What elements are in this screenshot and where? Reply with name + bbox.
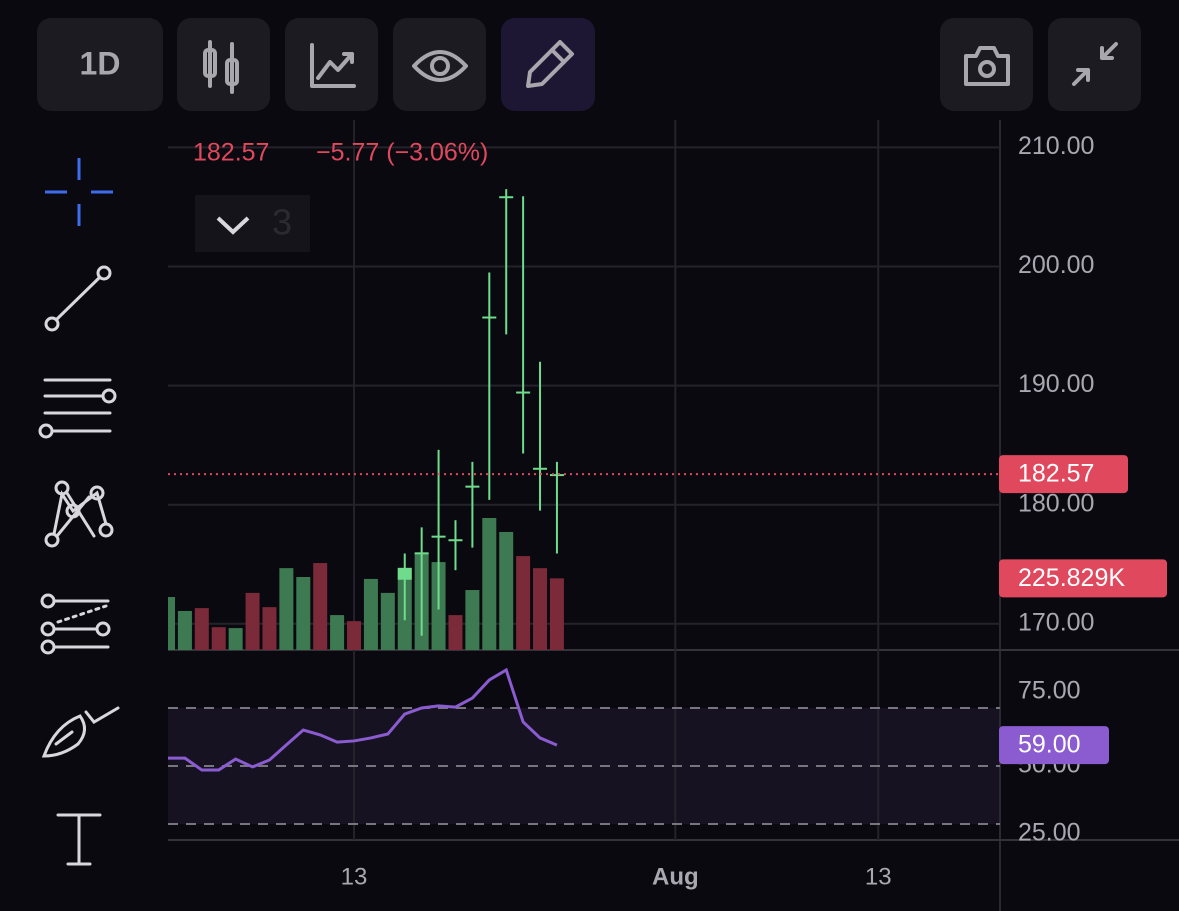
x-tick-label: 13: [865, 863, 892, 890]
x-tick-label: Aug: [652, 863, 699, 890]
drawing-button[interactable]: [501, 18, 595, 111]
indicator-icon: [310, 43, 356, 88]
volume-bar: [194, 608, 209, 650]
fib-tool[interactable]: [38, 378, 117, 439]
volume-bar: [516, 556, 531, 650]
volume-tag: [999, 559, 1167, 598]
rsi-tick-label: 25.00: [1018, 819, 1081, 847]
chevron-icon: [216, 216, 250, 235]
candle-body: [397, 567, 412, 580]
projection-tool[interactable]: [40, 593, 111, 655]
interval-label: 1D: [80, 45, 121, 81]
volume-bar: [168, 597, 175, 650]
volume-bar: [533, 568, 548, 650]
volume-bar: [177, 610, 192, 650]
y-tick-label: 190.00: [1018, 370, 1094, 398]
candle-body: [448, 539, 463, 542]
last-price-label: 182.57: [1018, 460, 1094, 488]
candle-body: [533, 467, 548, 470]
text-tool[interactable]: [56, 813, 102, 866]
trendline-tool[interactable]: [44, 265, 112, 332]
candle-body: [549, 474, 564, 477]
volume-label: 225.829K: [1018, 564, 1125, 592]
rsi-value-label: 59.00: [1018, 731, 1081, 759]
volume-bar: [549, 578, 564, 650]
volume-bar: [465, 590, 480, 650]
visibility-button[interactable]: [393, 18, 486, 111]
rsi-tag: [999, 726, 1109, 765]
collapse-button[interactable]: [1048, 18, 1141, 111]
candle-body: [414, 552, 429, 555]
camera-icon: [964, 46, 1010, 86]
volume-bar: [347, 621, 362, 650]
candle-body: [482, 316, 497, 319]
brush-tool[interactable]: [41, 706, 120, 758]
collapse-icon: [1072, 42, 1118, 86]
volume-bar: [330, 615, 345, 650]
volume-bar: [245, 592, 260, 650]
pattern-tool[interactable]: [44, 480, 114, 548]
volume-bar: [211, 627, 226, 650]
candle-body: [465, 485, 480, 488]
candle-body: [499, 196, 514, 199]
legend-price: 182.57: [193, 139, 269, 167]
interval-button[interactable]: [37, 18, 163, 111]
legend-change: −5.77 (−3.06%): [316, 139, 488, 167]
y-tick-label: 200.00: [1018, 251, 1094, 279]
volume-bar: [228, 628, 243, 650]
candle-body: [516, 391, 531, 394]
rsi-line: [168, 667, 558, 772]
candle-type-button[interactable]: [177, 18, 270, 111]
last-price-tag: [999, 455, 1128, 494]
crosshair-tool[interactable]: [45, 158, 113, 226]
drawing-tools: [38, 158, 120, 866]
volume-bar: [482, 518, 497, 650]
volume-bar: [499, 531, 514, 650]
y-tick-label: 180.00: [1018, 489, 1094, 517]
volume-bar: [296, 577, 311, 650]
volume-bar: [313, 563, 328, 650]
volume-bar: [380, 592, 395, 650]
y-tick-label: 210.00: [1018, 132, 1094, 160]
pencil-icon: [526, 40, 574, 88]
y-tick-label: 170.00: [1018, 608, 1094, 636]
candle-body: [431, 535, 446, 538]
indicator-count: 3: [272, 202, 292, 243]
volume-bar: [262, 607, 277, 650]
rsi-tick-label: 75.00: [1018, 677, 1081, 705]
screenshot-button[interactable]: [940, 18, 1033, 111]
volume-bar: [448, 615, 463, 650]
volume-bar: [363, 578, 378, 650]
indicator-toggle[interactable]: [195, 195, 310, 252]
eye-icon: [412, 50, 468, 82]
volume-bar: [279, 568, 294, 650]
x-tick-label: 13: [341, 863, 368, 890]
candle-icon: [203, 40, 239, 94]
